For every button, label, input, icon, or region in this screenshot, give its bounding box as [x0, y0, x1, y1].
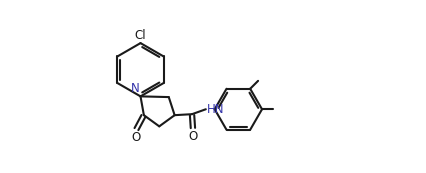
Text: N: N — [130, 82, 139, 95]
Text: HN: HN — [206, 103, 223, 116]
Text: Cl: Cl — [134, 29, 146, 42]
Text: O: O — [188, 130, 197, 143]
Text: O: O — [131, 131, 140, 144]
